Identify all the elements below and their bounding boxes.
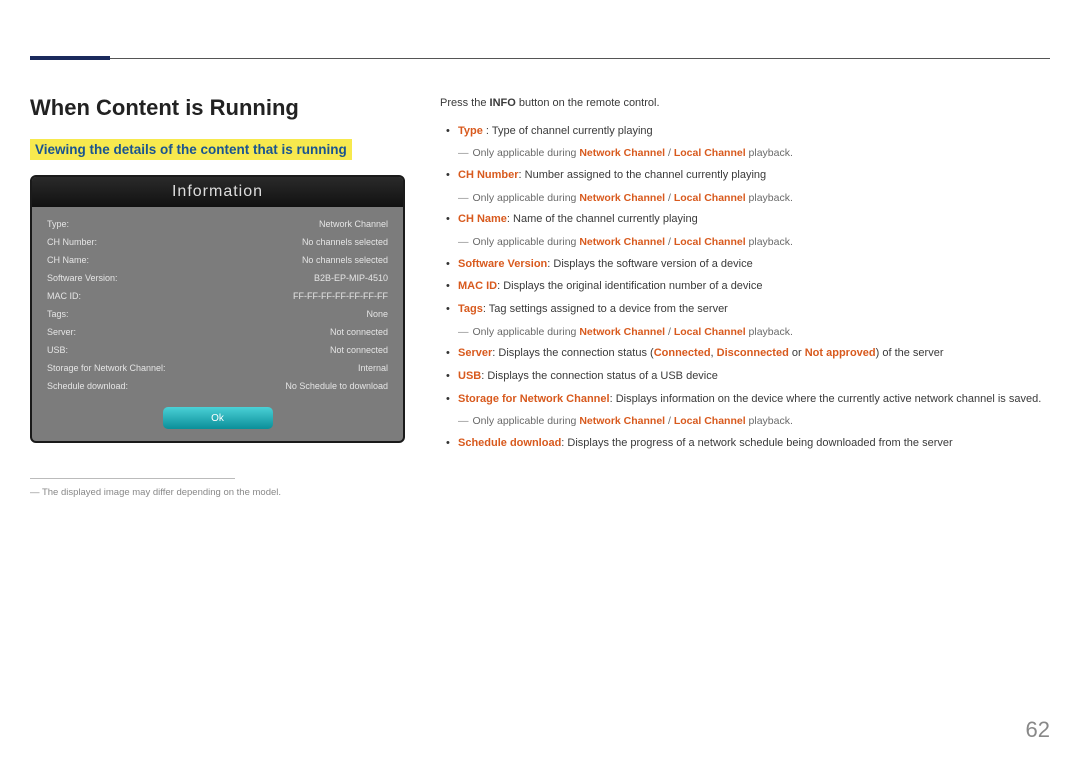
list-item: Tags: Tag settings assigned to a device … xyxy=(440,301,1050,319)
header-accent xyxy=(30,56,110,60)
list-item: Type : Type of channel currently playing xyxy=(440,123,1050,141)
right-column: Press the INFO button on the remote cont… xyxy=(440,95,1050,498)
subnote: Only applicable during Network Channel /… xyxy=(440,234,1050,251)
info-row: Software Version:B2B-EP-MIP-4510 xyxy=(47,269,388,287)
list-item: Storage for Network Channel: Displays in… xyxy=(440,391,1050,409)
info-row: Server:Not connected xyxy=(47,323,388,341)
footnote-text: The displayed image may differ depending… xyxy=(30,487,420,498)
information-panel-header: Information xyxy=(32,177,403,207)
left-column: When Content is Running Viewing the deta… xyxy=(30,95,440,498)
list-item: Server: Displays the connection status (… xyxy=(440,345,1050,363)
info-row: Schedule download:No Schedule to downloa… xyxy=(47,377,388,395)
information-panel: Information Type:Network Channel CH Numb… xyxy=(30,175,405,443)
page-number: 62 xyxy=(1026,717,1050,743)
info-row: Type:Network Channel xyxy=(47,215,388,233)
info-row: CH Number:No channels selected xyxy=(47,233,388,251)
list-item: MAC ID: Displays the original identifica… xyxy=(440,278,1050,296)
footnote-separator xyxy=(30,478,235,479)
list-item: CH Name: Name of the channel currently p… xyxy=(440,211,1050,229)
subnote: Only applicable during Network Channel /… xyxy=(440,413,1050,430)
list-item: CH Number: Number assigned to the channe… xyxy=(440,167,1050,185)
info-row: Storage for Network Channel:Internal xyxy=(47,359,388,377)
page-title: When Content is Running xyxy=(30,95,420,121)
header-rule xyxy=(30,58,1050,59)
list-item: USB: Displays the connection status of a… xyxy=(440,368,1050,386)
description-list: Type : Type of channel currently playing… xyxy=(440,123,1050,453)
list-item: Software Version: Displays the software … xyxy=(440,256,1050,274)
info-row: USB:Not connected xyxy=(47,341,388,359)
subnote: Only applicable during Network Channel /… xyxy=(440,190,1050,207)
ok-button[interactable]: Ok xyxy=(163,407,273,429)
section-subhead: Viewing the details of the content that … xyxy=(30,139,352,160)
subnote: Only applicable during Network Channel /… xyxy=(440,324,1050,341)
information-rows: Type:Network Channel CH Number:No channe… xyxy=(32,207,403,403)
intro-text: Press the INFO button on the remote cont… xyxy=(440,95,1050,113)
list-item: Schedule download: Displays the progress… xyxy=(440,435,1050,453)
info-row: MAC ID:FF-FF-FF-FF-FF-FF-FF xyxy=(47,287,388,305)
subnote: Only applicable during Network Channel /… xyxy=(440,145,1050,162)
info-row: Tags:None xyxy=(47,305,388,323)
info-row: CH Name:No channels selected xyxy=(47,251,388,269)
